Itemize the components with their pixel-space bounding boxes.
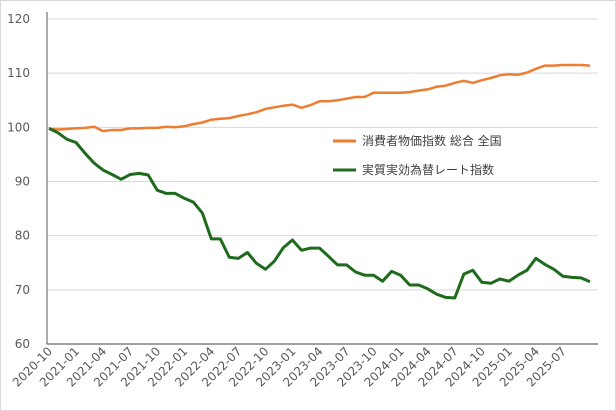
- y-tick-label: 120: [7, 12, 30, 26]
- y-tick-label: 80: [15, 229, 30, 243]
- series-lines: [48, 63, 591, 300]
- y-tick-label: 110: [7, 66, 30, 80]
- y-tick-label: 60: [15, 337, 30, 351]
- legend: 消費者物価指数 総合 全国 実質実効為替レート指数: [333, 133, 502, 177]
- y-tick-label: 70: [15, 283, 30, 297]
- y-tick-label: 100: [7, 120, 30, 134]
- y-tick-label: 90: [15, 175, 30, 189]
- x-axis-ticks: 2020-102021-012021-042021-072021-102022-…: [10, 344, 569, 389]
- legend-label-cpi: 消費者物価指数 総合 全国: [362, 133, 502, 148]
- legend-label-reer: 実質実効為替レート指数: [362, 162, 494, 177]
- reer-series-line: [48, 127, 591, 300]
- cpi-series-line: [48, 63, 591, 133]
- y-axis-ticks: 60 70 80 90 100 110 120: [7, 12, 30, 351]
